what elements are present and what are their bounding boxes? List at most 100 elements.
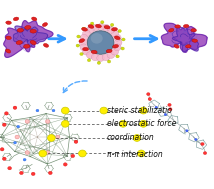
Circle shape (13, 106, 17, 109)
Circle shape (97, 24, 104, 30)
Circle shape (25, 120, 30, 123)
Polygon shape (172, 26, 198, 52)
Ellipse shape (43, 43, 49, 47)
Ellipse shape (113, 45, 119, 48)
Circle shape (25, 151, 29, 154)
Circle shape (102, 24, 110, 31)
Circle shape (8, 167, 12, 170)
Circle shape (87, 59, 91, 62)
Circle shape (61, 120, 69, 127)
Circle shape (121, 47, 124, 50)
Ellipse shape (13, 17, 19, 21)
Ellipse shape (169, 29, 174, 32)
Circle shape (56, 135, 60, 139)
Ellipse shape (79, 39, 85, 43)
Circle shape (133, 135, 141, 141)
Circle shape (48, 135, 55, 141)
Circle shape (148, 98, 152, 101)
Circle shape (19, 171, 23, 175)
Ellipse shape (114, 36, 120, 40)
Ellipse shape (6, 49, 11, 53)
Ellipse shape (186, 45, 191, 48)
Circle shape (91, 54, 99, 61)
Circle shape (82, 27, 85, 30)
Circle shape (119, 120, 127, 127)
Circle shape (39, 150, 47, 157)
Circle shape (110, 23, 114, 26)
Circle shape (23, 158, 26, 161)
Ellipse shape (17, 28, 24, 32)
Circle shape (52, 109, 55, 112)
Text: coordination: coordination (107, 133, 155, 143)
Ellipse shape (16, 41, 22, 44)
Circle shape (48, 171, 52, 175)
Circle shape (195, 138, 197, 141)
Text: steric stabilizatio: steric stabilizatio (107, 106, 172, 115)
Ellipse shape (30, 40, 36, 45)
Circle shape (97, 55, 104, 61)
Circle shape (36, 109, 39, 112)
Circle shape (169, 108, 172, 111)
Circle shape (80, 34, 88, 41)
Circle shape (13, 141, 16, 144)
Ellipse shape (174, 44, 179, 48)
Polygon shape (13, 26, 48, 46)
Circle shape (76, 44, 79, 47)
Circle shape (86, 27, 94, 33)
Circle shape (107, 27, 115, 33)
Circle shape (15, 135, 19, 139)
Circle shape (83, 30, 90, 37)
Circle shape (114, 39, 122, 46)
Circle shape (201, 143, 204, 146)
Ellipse shape (83, 47, 89, 51)
Circle shape (107, 52, 115, 58)
Circle shape (74, 140, 78, 143)
Ellipse shape (30, 29, 36, 33)
Circle shape (91, 24, 99, 31)
Circle shape (118, 29, 121, 33)
Circle shape (86, 52, 94, 58)
Ellipse shape (95, 24, 101, 28)
Circle shape (80, 53, 83, 56)
Ellipse shape (6, 36, 11, 40)
Circle shape (186, 130, 188, 132)
Circle shape (102, 54, 110, 61)
Polygon shape (161, 23, 207, 52)
Ellipse shape (175, 25, 180, 28)
Circle shape (101, 21, 104, 24)
Circle shape (31, 172, 35, 176)
Ellipse shape (82, 27, 88, 31)
Circle shape (203, 152, 207, 155)
Circle shape (2, 157, 6, 160)
Circle shape (113, 34, 121, 41)
Ellipse shape (192, 39, 198, 42)
Ellipse shape (111, 28, 117, 31)
Circle shape (79, 150, 86, 157)
Ellipse shape (24, 44, 30, 48)
Circle shape (116, 55, 119, 58)
Circle shape (140, 107, 147, 114)
Circle shape (111, 48, 119, 55)
Ellipse shape (25, 26, 31, 29)
Circle shape (71, 154, 75, 158)
Circle shape (140, 120, 147, 127)
Circle shape (63, 163, 67, 166)
Circle shape (45, 120, 50, 123)
Circle shape (100, 107, 108, 114)
Circle shape (164, 113, 167, 116)
Circle shape (83, 48, 90, 55)
Circle shape (137, 150, 145, 157)
Circle shape (0, 148, 4, 151)
Circle shape (107, 60, 111, 63)
Circle shape (155, 106, 158, 108)
Ellipse shape (88, 25, 94, 28)
Circle shape (4, 112, 8, 115)
Circle shape (2, 123, 6, 126)
Ellipse shape (91, 50, 97, 54)
Ellipse shape (191, 29, 196, 32)
Text: π-π interaction: π-π interaction (107, 149, 163, 159)
Circle shape (17, 125, 20, 128)
Ellipse shape (32, 17, 37, 21)
Ellipse shape (183, 24, 189, 28)
Ellipse shape (6, 21, 11, 24)
